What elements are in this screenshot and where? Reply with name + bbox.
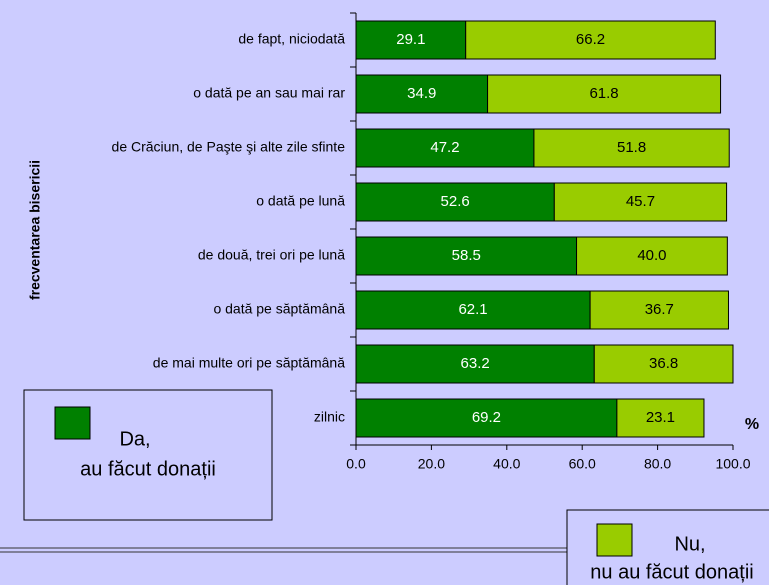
y-axis-label: frecventarea bisericii [27, 160, 43, 300]
bar-segment [355, 398, 618, 438]
data-label: 66.2 [576, 31, 605, 48]
bar-segment [355, 128, 535, 168]
legend-swatch [54, 406, 91, 440]
bar-segment [487, 74, 722, 114]
legend-description: au făcut donații [80, 458, 216, 480]
data-label: 69.2 [472, 409, 501, 426]
bar-segment [465, 20, 716, 60]
data-label: 29.1 [396, 31, 425, 48]
y-tick-label: de două, trei ori pe lună [198, 247, 345, 263]
x-axis-unit: % [745, 416, 759, 433]
bar-segment [589, 290, 729, 330]
data-label: 47.2 [430, 139, 459, 156]
bar-segment [355, 344, 595, 384]
x-tick-label: 100.0 [715, 456, 750, 472]
y-tick-label: de mai multe ori pe săptămână [153, 355, 345, 371]
data-label: 34.9 [407, 85, 436, 102]
data-label: 52.6 [441, 193, 470, 210]
x-tick-label: 60.0 [569, 456, 596, 472]
data-label: 23.1 [646, 409, 675, 426]
data-label: 51.8 [617, 139, 646, 156]
data-label: 36.7 [645, 301, 674, 318]
x-tick-label: 40.0 [493, 456, 520, 472]
y-tick-label: o dată pe an sau mai rar [193, 85, 345, 101]
bar-segment [355, 182, 555, 222]
data-label: 61.8 [589, 85, 618, 102]
legend-label: Da, [119, 428, 150, 450]
data-label: 62.1 [458, 301, 487, 318]
y-tick-label: de Crăciun, de Paşte şi alte zile sfinte [112, 139, 346, 155]
bar-segment [355, 74, 489, 114]
bar-segment [533, 128, 730, 168]
bar-segment [553, 182, 728, 222]
bar-segment [593, 344, 734, 384]
x-tick-label: 0.0 [346, 456, 366, 472]
y-tick-label: o dată pe săptămână [213, 301, 345, 317]
legend-description: nu au făcut donații [590, 561, 753, 583]
data-label: 58.5 [452, 247, 481, 264]
data-label: 40.0 [637, 247, 666, 264]
y-tick-label: o dată pe lună [256, 193, 345, 209]
x-tick-label: 20.0 [418, 456, 445, 472]
y-tick-label: zilnic [314, 409, 345, 425]
data-label: 63.2 [461, 355, 490, 372]
legend-swatch [596, 523, 633, 557]
bar-segment [616, 398, 705, 438]
bar-segment [576, 236, 728, 276]
x-tick-label: 80.0 [644, 456, 671, 472]
legend-label: Nu, [674, 533, 705, 555]
data-label: 45.7 [626, 193, 655, 210]
data-label: 36.8 [649, 355, 678, 372]
y-tick-label: de fapt, niciodată [238, 31, 345, 47]
